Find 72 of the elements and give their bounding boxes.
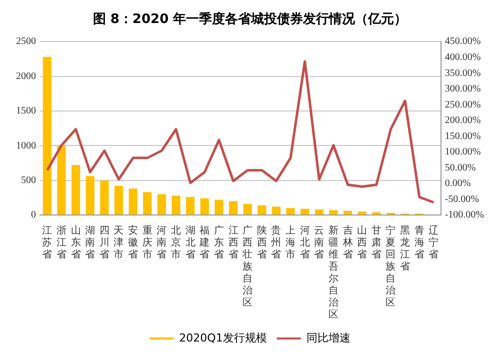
x-tick-label: 贵州省 (271, 224, 282, 261)
x-tick-label: 新疆维吾尔自治区 (328, 224, 338, 321)
x-tick-label: 北京市 (171, 224, 181, 261)
x-tick-label: 宁夏回族自治区 (386, 224, 396, 309)
bar (57, 146, 66, 214)
bar (157, 194, 166, 214)
bar (329, 210, 338, 214)
x-tick-label: 河北省 (300, 224, 310, 261)
bar (228, 201, 238, 214)
legend-label: 2020Q1发行规模 (179, 331, 267, 344)
legend-label: 同比增速 (306, 331, 350, 344)
bar (258, 205, 266, 214)
chart-title: 图 8：2020 年一季度各省城投债券发行情况（亿元） (92, 11, 408, 28)
x-tick-label: 重庆市 (142, 224, 152, 261)
y2-tick-label: 400.00% (444, 52, 481, 63)
x-tick-label: 上海市 (286, 224, 296, 261)
y2-tick-label: 350.00% (444, 68, 481, 79)
bar (71, 165, 80, 214)
y2-tick-label: 100.00% (444, 146, 481, 158)
x-tick-label: 山西省 (357, 224, 368, 261)
bar (343, 210, 352, 214)
y-tick-label: 2000 (16, 70, 36, 82)
x-tick-label: 河南省 (156, 224, 167, 261)
x-tick-label: 湖南省 (85, 224, 96, 261)
y2-tick-label: -50.00% (444, 194, 480, 205)
x-tick-label: 青海省 (414, 224, 424, 261)
x-tick-label: 广西壮族自治区 (242, 224, 253, 309)
y2-tick-label: 50.00% (444, 162, 476, 174)
bar (214, 200, 224, 214)
y2-tick-label: 450.00% (444, 36, 481, 48)
y2-tick-label: 150.00% (444, 130, 481, 142)
bar (272, 206, 281, 214)
bar (172, 196, 180, 214)
bar (143, 192, 152, 214)
x-tick-label: 广东省 (214, 224, 224, 261)
x-tick-label: 吉林省 (342, 224, 353, 261)
bar (358, 212, 366, 214)
y-tick-label: 500 (21, 174, 36, 186)
bar (128, 188, 138, 214)
bar (300, 208, 310, 214)
bar (42, 56, 52, 214)
x-tick-label: 江苏省 (42, 224, 52, 261)
bar (200, 198, 209, 214)
y2-tick-label: 250.00% (444, 99, 481, 110)
x-tick-label: 福建省 (198, 224, 210, 261)
y-tick-label: 2500 (16, 36, 36, 48)
x-tick-label: 四川省 (99, 226, 110, 261)
bar (243, 204, 252, 214)
x-tick-label: 湖北省 (185, 224, 196, 261)
x-tick-label: 浙江省 (56, 224, 66, 261)
y2-tick-label: 0.00% (444, 178, 471, 190)
bar (186, 196, 195, 214)
y2-tick-label: 200.00% (444, 115, 481, 126)
bar (86, 176, 94, 214)
bar (100, 180, 109, 214)
y2-tick-label: -100.00% (444, 210, 484, 221)
x-tick-label: 山东省 (70, 224, 81, 261)
bar (314, 209, 324, 214)
bar (114, 186, 124, 214)
x-tick-label: 江西省 (228, 224, 238, 261)
y-tick-label: 1500 (16, 106, 36, 117)
y-tick-label: 0 (31, 210, 36, 221)
bar (286, 208, 295, 214)
y2-tick-label: 300.00% (444, 84, 481, 95)
x-tick-label: 云南省 (314, 226, 324, 261)
x-tick-label: 天津市 (114, 226, 124, 261)
x-tick-label: 辽宁省 (428, 224, 439, 261)
x-tick-label: 安徽省 (128, 224, 138, 261)
y-tick-label: 1000 (16, 140, 36, 152)
x-tick-label: 陕西省 (256, 224, 267, 261)
x-tick-label: 甘肃省 (371, 224, 382, 261)
x-tick-label: 黑龙江省 (400, 226, 410, 273)
